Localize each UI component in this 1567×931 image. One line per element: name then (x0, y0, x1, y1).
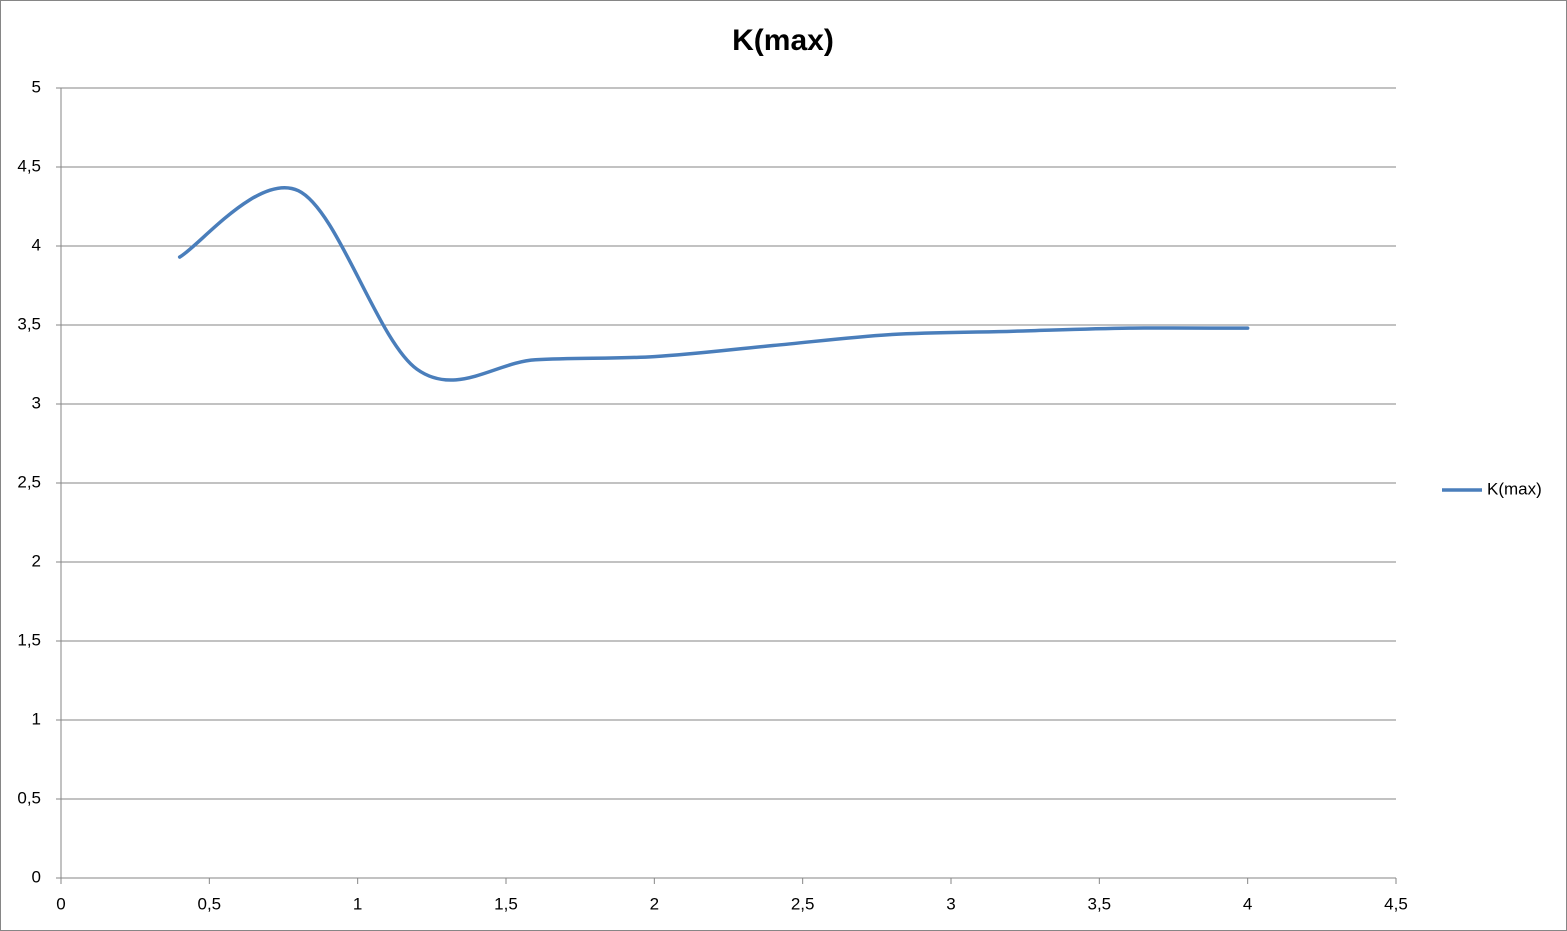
y-tick-label: 0 (32, 867, 41, 886)
y-tick-label: 3,5 (17, 314, 41, 333)
y-tick-label: 4,5 (17, 156, 41, 175)
chart-title: K(max) (732, 24, 834, 57)
x-tick-label: 2 (650, 894, 659, 913)
y-tick-label: 1 (32, 709, 41, 728)
x-tick-label: 3 (946, 894, 955, 913)
x-tick-label: 1 (353, 894, 362, 913)
x-tick-label: 3,5 (1088, 894, 1112, 913)
x-tick-label: 0 (56, 894, 65, 913)
y-tick-label: 2 (32, 551, 41, 570)
legend-label: K(max) (1487, 479, 1542, 498)
y-tick-label: 1,5 (17, 630, 41, 649)
y-tick-label: 4 (32, 235, 41, 254)
y-tick-label: 2,5 (17, 472, 41, 491)
x-tick-label: 4,5 (1384, 894, 1408, 913)
y-tick-label: 3 (32, 393, 41, 412)
x-tick-label: 4 (1243, 894, 1252, 913)
x-tick-label: 0,5 (198, 894, 222, 913)
y-tick-label: 5 (32, 77, 41, 96)
x-tick-label: 1,5 (494, 894, 518, 913)
y-tick-label: 0,5 (17, 788, 41, 807)
x-tick-label: 2,5 (791, 894, 815, 913)
series-line (177, 186, 1250, 382)
